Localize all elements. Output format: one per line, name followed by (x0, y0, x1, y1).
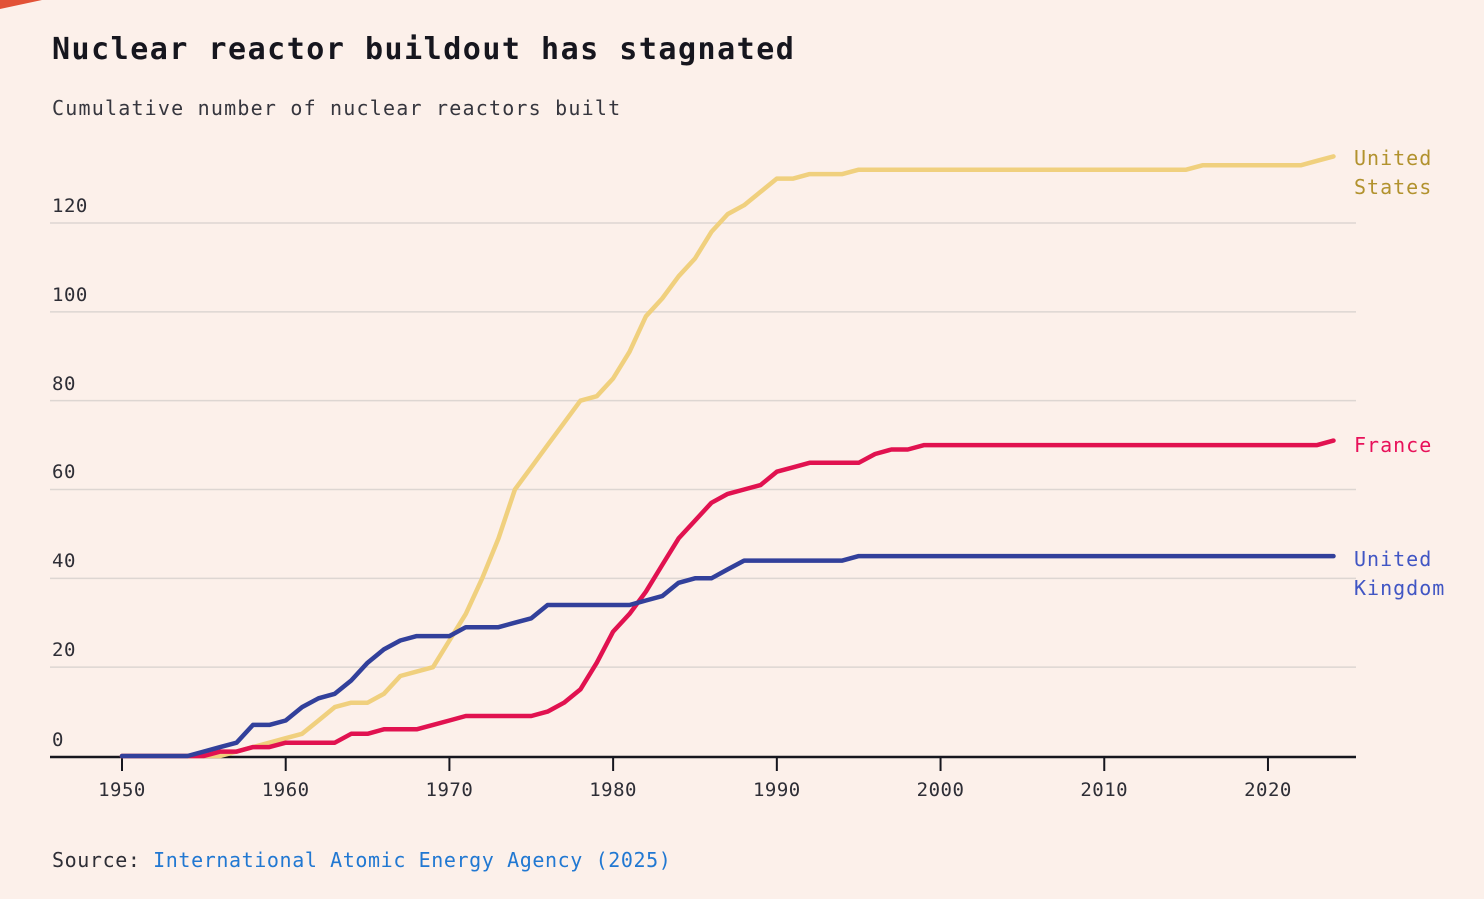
y-tick-label: 20 (52, 639, 76, 662)
y-tick-label: 120 (52, 194, 88, 217)
series-line-united-kingdom (119, 553, 1336, 759)
corner-mark (0, 0, 42, 9)
y-tick-label: 60 (52, 461, 76, 484)
x-tick-label: 1980 (589, 779, 637, 801)
source-link[interactable]: International Atomic Energy Agency (2025… (153, 848, 672, 872)
x-tick-label: 2000 (916, 779, 965, 801)
y-tick-label: 100 (52, 283, 88, 306)
x-tick-label: 2010 (1080, 779, 1129, 801)
y-tick-label: 80 (52, 372, 76, 395)
chart-subtitle: Cumulative number of nuclear reactors bu… (52, 96, 622, 120)
chart-title: Nuclear reactor buildout has stagnated (52, 32, 796, 67)
source-line: Source: International Atomic Energy Agen… (52, 848, 671, 872)
x-tick-label: 1990 (752, 779, 801, 801)
source-prefix: Source: (52, 848, 154, 872)
x-tick-label: 1960 (261, 779, 310, 801)
legend-label-france: France (1354, 433, 1433, 457)
legend-label-united-kingdom: United Kingdom (1354, 547, 1446, 600)
x-tick-label: 2020 (1244, 779, 1292, 801)
legend-label-united-states: United States (1354, 146, 1433, 199)
series-line-france (119, 438, 1336, 759)
y-tick-label: 0 (52, 729, 64, 751)
x-tick-label: 1970 (425, 779, 474, 801)
series-line-united-states (119, 154, 1336, 759)
y-tick-label: 40 (52, 550, 76, 573)
x-tick-label: 1950 (98, 779, 146, 801)
